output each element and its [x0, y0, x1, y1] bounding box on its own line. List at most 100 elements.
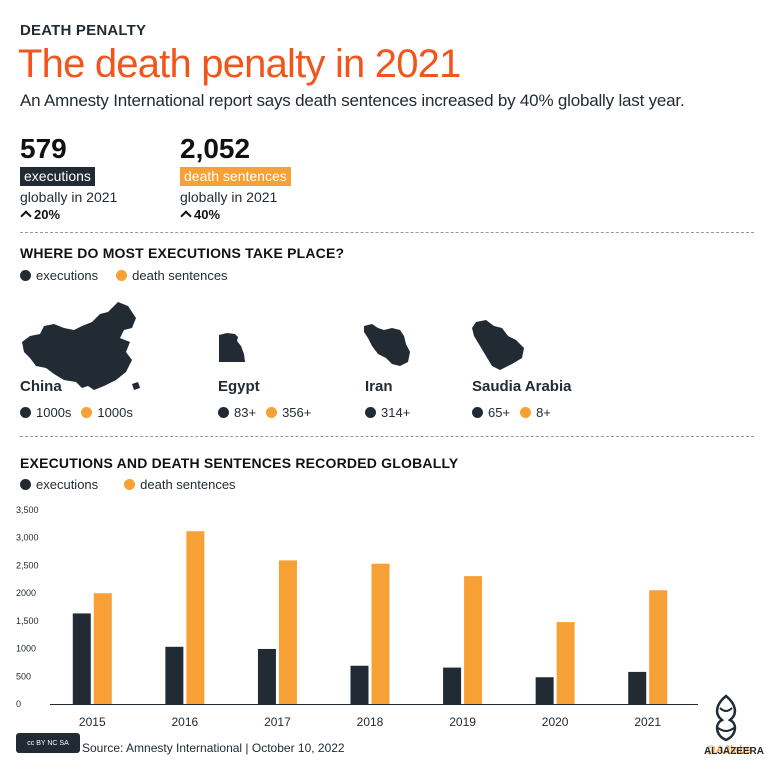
iran-map-icon	[364, 324, 410, 366]
country-executions: 1000s	[20, 405, 71, 420]
aljazeera-logo-icon	[715, 694, 737, 742]
y-tick-label: 2000	[16, 588, 36, 598]
stat-number: 579	[20, 133, 67, 164]
x-tick-label: 2015	[79, 715, 106, 729]
death-sentences-bar	[371, 563, 390, 704]
source-line: Source: Amnesty International | October …	[82, 741, 345, 755]
kicker: DEATH PENALTY	[20, 22, 147, 39]
legend-label: death sentences	[132, 268, 228, 283]
death-sentences-bar	[556, 622, 575, 704]
orange-dot-icon	[266, 407, 278, 418]
china-map-icon	[22, 302, 140, 390]
divider	[20, 232, 754, 233]
dark-dot-icon	[20, 479, 31, 490]
y-tick-label: 1000	[16, 644, 36, 654]
executions-bar	[350, 665, 369, 704]
country-name-iran: Iran	[365, 378, 393, 395]
map-legend: executions death sentences	[20, 268, 246, 283]
executions-bar	[165, 646, 184, 704]
country-stats-iran: 314+	[365, 405, 420, 420]
legend-item-sentences: death sentences	[124, 477, 236, 492]
orange-dot-icon	[520, 407, 532, 418]
death-sentences-bar	[278, 560, 297, 704]
legend-item-executions: executions	[20, 268, 98, 283]
bar-chart: 0 500 1000 1,500 2000 2,500 3,000 3,500 2015 2016…	[16, 505, 698, 729]
y-tick-label: 500	[16, 671, 31, 681]
dark-dot-icon	[20, 270, 31, 281]
x-tick-label: 2020	[542, 715, 569, 729]
executions-bar	[72, 613, 91, 704]
y-tick-label: 3,000	[16, 533, 39, 543]
stat-sub: globally in 2021	[180, 189, 278, 205]
x-tick-label: 2018	[357, 715, 384, 729]
orange-dot-icon	[124, 479, 136, 490]
stat-number: 2,052	[180, 133, 251, 164]
legend-label: executions	[36, 268, 99, 283]
map-section-title: WHERE DO MOST EXECUTIONS TAKE PLACE?	[20, 245, 345, 261]
country-executions: 314+	[365, 405, 410, 420]
x-tick-label: 2021	[634, 715, 661, 729]
divider	[20, 436, 754, 437]
country-executions-value: 65+	[488, 405, 511, 420]
country-executions-value: 83+	[234, 405, 257, 420]
ajlabs-handle: @AJlabs	[705, 744, 752, 756]
y-tick-label: 0	[16, 699, 21, 709]
death-sentences-bar	[186, 531, 205, 704]
country-sentences-value: 1000s	[97, 405, 133, 420]
aljazeera-brand: ALJAZEERA	[704, 746, 765, 757]
death-sentences-bar	[649, 590, 668, 704]
chevron-up-icon	[20, 210, 32, 222]
country-executions-value: 314+	[381, 405, 411, 420]
stat-sub: globally in 2021	[20, 189, 118, 205]
dark-dot-icon	[218, 407, 229, 418]
legend-item-sentences: death sentences	[116, 268, 228, 283]
chevron-up-icon	[180, 210, 192, 222]
orange-dot-icon	[81, 407, 93, 418]
stat-change: 20%	[34, 207, 61, 222]
dark-dot-icon	[365, 407, 376, 418]
creative-commons-badge: cc BY NC SA	[16, 733, 80, 753]
country-name-egypt: Egypt	[218, 378, 260, 395]
country-sentences-value: 356+	[282, 405, 312, 420]
country-name-china: China	[20, 378, 62, 395]
saudi-arabia-map-icon	[472, 320, 524, 370]
executions-bar	[535, 677, 554, 704]
country-executions: 83+	[218, 405, 256, 420]
death-sentences-bar	[93, 593, 112, 704]
stat-change: 40%	[194, 207, 221, 222]
egypt-map-icon	[219, 333, 245, 362]
death-sentences-bar	[464, 576, 483, 704]
country-executions: 65+	[472, 405, 510, 420]
y-tick-label: 3,500	[16, 505, 39, 515]
country-sentences-value: 8+	[536, 405, 551, 420]
stat-executions: 579 executions globally in 2021 20%	[20, 133, 117, 222]
stat-tag: executions	[20, 167, 95, 186]
legend-label: death sentences	[140, 477, 236, 492]
country-stats-saudi-arabia: 65+ 8+	[472, 405, 561, 420]
country-name-saudi-arabia: Saudia Arabia	[472, 378, 572, 395]
dark-dot-icon	[20, 407, 31, 418]
stat-tag: death sentences	[180, 167, 291, 186]
country-stats-egypt: 83+ 356+	[218, 405, 321, 420]
dark-dot-icon	[472, 407, 483, 418]
chart-legend: executions death sentences	[20, 477, 254, 492]
executions-bar	[257, 648, 276, 704]
x-tick-label: 2019	[449, 715, 476, 729]
country-sentences: 356+	[266, 405, 311, 420]
stat-death-sentences: 2,052 death sentences globally in 2021 4…	[180, 133, 291, 222]
legend-label: executions	[36, 477, 99, 492]
page-subtitle: An Amnesty International report says dea…	[20, 91, 685, 110]
y-tick-label: 1,500	[16, 616, 39, 626]
executions-bar	[628, 671, 647, 704]
chart-section-title: EXECUTIONS AND DEATH SENTENCES RECORDED …	[20, 455, 459, 471]
executions-bar	[443, 667, 462, 704]
country-sentences: 1000s	[81, 405, 133, 420]
y-tick-label: 2,500	[16, 560, 39, 570]
country-sentences: 8+	[520, 405, 551, 420]
page-title: The death penalty in 2021	[18, 42, 461, 86]
x-tick-label: 2016	[172, 715, 199, 729]
country-executions-value: 1000s	[36, 405, 72, 420]
legend-item-executions: executions	[20, 477, 98, 492]
orange-dot-icon	[116, 270, 128, 281]
country-stats-china: 1000s 1000s	[20, 405, 143, 420]
